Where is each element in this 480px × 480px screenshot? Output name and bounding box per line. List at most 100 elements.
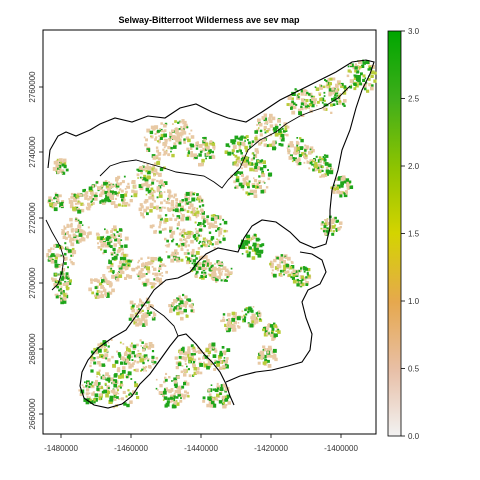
severity-pixel (339, 84, 342, 87)
severity-pixel (274, 125, 279, 130)
severity-pixel (222, 267, 226, 271)
severity-pixel (230, 321, 233, 324)
severity-pixel (109, 395, 113, 399)
severity-pixel (306, 271, 309, 274)
severity-pixel (190, 251, 195, 255)
severity-pixel (79, 193, 83, 197)
severity-pixel (79, 393, 83, 396)
severity-pixel (249, 323, 254, 328)
severity-pixel (126, 346, 129, 349)
severity-pixel (106, 385, 110, 389)
severity-pixel (138, 277, 141, 280)
color-legend: 0.0 0.5 1.0 1.5 2.0 2.5 3.0 (387, 27, 420, 441)
severity-pixel (148, 196, 152, 200)
severity-pixel (208, 222, 213, 227)
severity-pixel (199, 240, 202, 243)
severity-pixel (102, 295, 105, 298)
severity-pixel (192, 374, 195, 376)
severity-pixel (343, 193, 348, 198)
severity-pixel (208, 346, 212, 349)
severity-pixel (69, 224, 73, 228)
severity-pixel (193, 367, 197, 371)
severity-pixel (56, 198, 60, 202)
severity-pixel (111, 228, 115, 231)
severity-pixel (208, 401, 212, 405)
severity-pixel (231, 316, 234, 319)
severity-pixel (250, 142, 253, 145)
severity-pixel (173, 142, 177, 146)
severity-pixel (169, 400, 172, 403)
severity-pixel (120, 244, 124, 248)
severity-pixel (208, 245, 210, 247)
severity-pixel (118, 261, 123, 265)
severity-pixel (186, 202, 189, 205)
severity-pixel (219, 350, 223, 354)
severity-pixel (326, 218, 328, 221)
severity-pixel (101, 189, 106, 193)
severity-pixel (231, 149, 235, 153)
severity-pixel (69, 217, 73, 222)
severity-pixel (336, 102, 339, 105)
severity-pixel (219, 387, 224, 391)
severity-pixel (359, 82, 363, 86)
severity-pixel (260, 142, 263, 144)
severity-pixel (266, 351, 270, 354)
severity-pixel (158, 270, 160, 272)
severity-pixel (106, 192, 111, 197)
severity-pixel (111, 355, 114, 359)
severity-pixel (215, 229, 218, 232)
severity-pixel (80, 202, 84, 206)
severity-pixel (158, 256, 162, 260)
severity-pixel (173, 401, 177, 405)
severity-pixel (296, 278, 299, 282)
severity-pixel (64, 248, 67, 250)
severity-pixel (128, 275, 133, 279)
severity-pixel (200, 149, 202, 151)
severity-pixel (112, 183, 115, 186)
severity-pixel (252, 242, 257, 247)
severity-pixel (305, 267, 309, 271)
severity-pixel (107, 187, 111, 192)
severity-pixel (332, 77, 336, 81)
severity-pixel (156, 196, 159, 199)
severity-pixel (54, 293, 57, 296)
severity-pixel (179, 300, 184, 305)
severity-pixel (300, 92, 304, 96)
severity-pixel (304, 106, 307, 110)
severity-pixel (194, 227, 197, 230)
legend-tick-label: 1.0 (408, 297, 420, 306)
severity-pixel (61, 172, 63, 175)
severity-pixel (159, 217, 163, 221)
severity-pixel (181, 199, 184, 202)
severity-pixel (296, 137, 299, 139)
severity-pixel (151, 167, 156, 172)
severity-pixel (223, 220, 228, 225)
severity-pixel (141, 341, 144, 344)
severity-pixel (143, 174, 146, 178)
severity-pixel (124, 276, 128, 280)
severity-pixel (110, 377, 114, 382)
severity-pixel (259, 161, 263, 165)
severity-pixel (118, 188, 121, 191)
severity-pixel (303, 147, 307, 151)
severity-pixel (88, 204, 92, 208)
severity-pixel (248, 192, 251, 195)
severity-pixel (155, 156, 158, 159)
severity-pixel (164, 376, 167, 380)
severity-pixel (267, 348, 271, 352)
severity-pixel (140, 267, 144, 272)
severity-pixel (63, 252, 67, 256)
severity-pixel (154, 133, 157, 135)
severity-pixel (155, 387, 158, 390)
severity-pixel (254, 322, 257, 325)
severity-pixel (55, 266, 58, 269)
severity-pixel (172, 254, 177, 259)
severity-pixel (164, 265, 167, 267)
severity-pixel (220, 279, 223, 282)
severity-pixel (256, 123, 259, 126)
severity-pixel (108, 245, 111, 247)
severity-pixel (338, 82, 341, 85)
severity-pixel (305, 99, 309, 103)
severity-pixel (111, 270, 115, 273)
severity-pixel (129, 260, 132, 263)
